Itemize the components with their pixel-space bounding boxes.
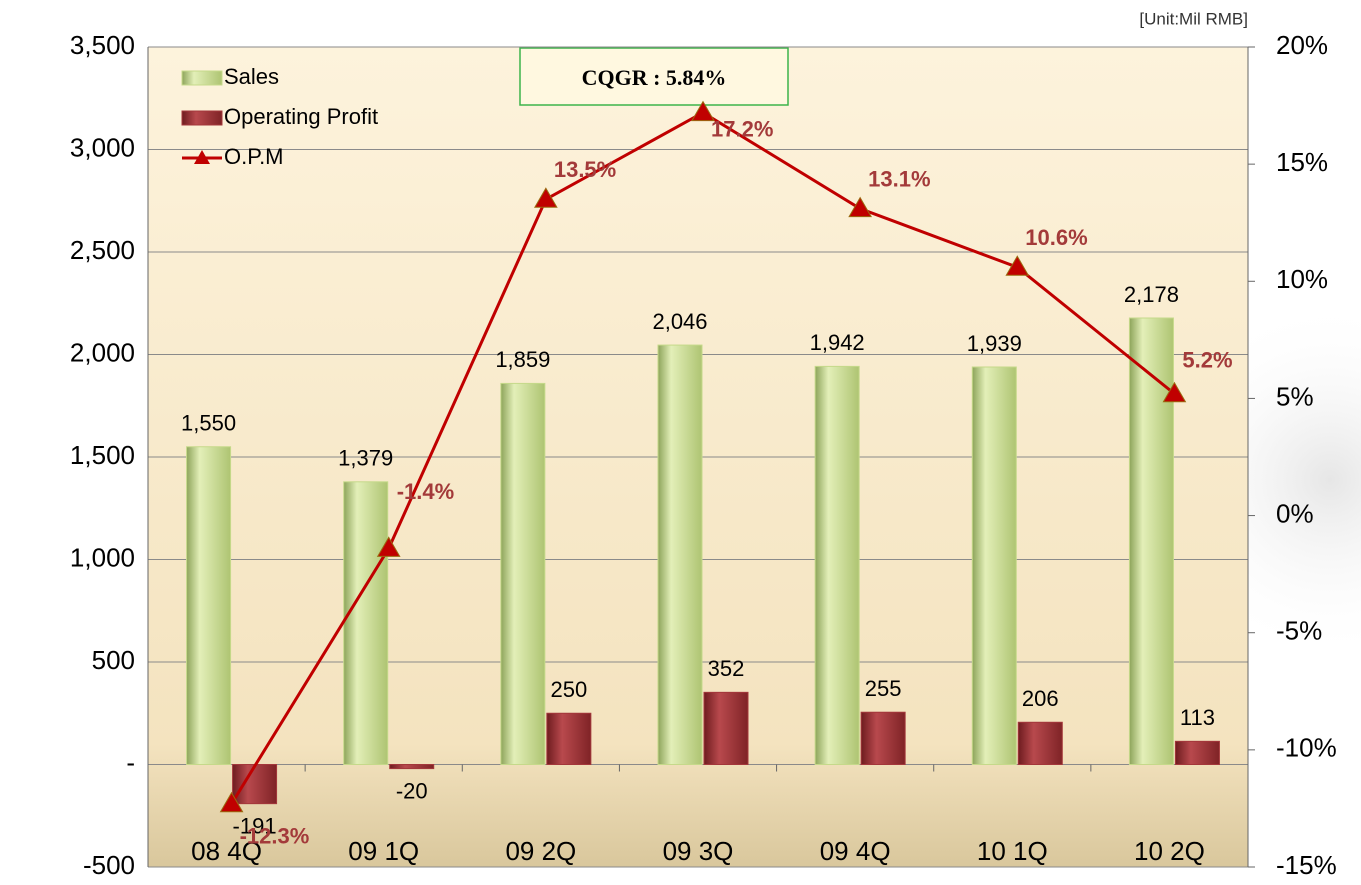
data-label: 2,178 <box>1124 282 1179 307</box>
y-tick-label: - <box>126 747 135 777</box>
data-label: 113 <box>1180 705 1215 730</box>
data-label: 13.5% <box>554 157 616 182</box>
y2-tick-label: -5% <box>1276 616 1322 646</box>
legend-label: Sales <box>224 64 279 89</box>
bar <box>972 367 1016 764</box>
bar <box>658 345 702 764</box>
y-tick-label: 3,500 <box>70 30 135 60</box>
y2-tick-label: -15% <box>1276 850 1337 880</box>
bar <box>390 765 434 769</box>
bar <box>547 713 591 764</box>
y2-tick-label: -10% <box>1276 733 1337 763</box>
bar <box>187 447 231 765</box>
data-label: 250 <box>550 677 587 702</box>
bar <box>815 366 859 764</box>
data-label: 206 <box>1022 686 1059 711</box>
legend-swatch <box>182 111 222 125</box>
unit-note: [Unit:Mil RMB] <box>1139 9 1248 28</box>
y-tick-label: 1,000 <box>70 542 135 572</box>
y2-tick-label: 0% <box>1276 498 1314 528</box>
bar <box>1018 722 1062 764</box>
y2-tick-label: 20% <box>1276 30 1328 60</box>
bar <box>233 765 277 804</box>
y-tick-label: 500 <box>92 645 135 675</box>
data-label: 13.1% <box>868 166 930 191</box>
y2-tick-label: 5% <box>1276 381 1314 411</box>
y-tick-label: 1,500 <box>70 440 135 470</box>
bar <box>1129 318 1173 764</box>
data-label: -20 <box>396 778 428 803</box>
data-label: 5.2% <box>1182 348 1232 373</box>
bar <box>501 383 545 764</box>
annotation: CQGR : 5.84% <box>582 65 727 90</box>
data-label: 1,939 <box>967 331 1022 356</box>
y-tick-label: -500 <box>83 850 135 880</box>
data-label: 17.2% <box>711 116 773 141</box>
bar <box>344 482 388 765</box>
x-tick-label: 09 4Q <box>820 836 891 866</box>
chart: [Unit:Mil RMB] CQGR : 5.84% -500-5001,00… <box>0 0 1361 885</box>
data-label: 2,046 <box>652 309 707 334</box>
y-tick-label: 3,000 <box>70 132 135 162</box>
bar <box>861 712 905 764</box>
y-tick-label: 2,500 <box>70 235 135 265</box>
data-label: 10.6% <box>1025 225 1087 250</box>
y2-tick-label: 15% <box>1276 147 1328 177</box>
bar <box>704 692 748 764</box>
x-tick-label: 09 2Q <box>505 836 576 866</box>
legend-label: O.P.M <box>224 144 284 169</box>
x-tick-label: 10 1Q <box>977 836 1048 866</box>
data-label: 1,942 <box>810 330 865 355</box>
y-tick-label: 2,000 <box>70 337 135 367</box>
data-label: -1.4% <box>397 479 454 504</box>
data-label: 1,550 <box>181 411 236 436</box>
legend-label: Operating Profit <box>224 104 378 129</box>
data-label: 1,859 <box>495 347 550 372</box>
x-tick-label: 10 2Q <box>1134 836 1205 866</box>
y2-tick-label: 10% <box>1276 264 1328 294</box>
data-label: 352 <box>708 656 745 681</box>
x-tick-label: 09 3Q <box>663 836 734 866</box>
data-label: 255 <box>865 676 902 701</box>
bar <box>1175 741 1219 764</box>
x-tick-label: 09 1Q <box>348 836 419 866</box>
data-label: 1,379 <box>338 446 393 471</box>
legend-swatch <box>182 71 222 85</box>
data-label: -12.3% <box>240 824 310 849</box>
